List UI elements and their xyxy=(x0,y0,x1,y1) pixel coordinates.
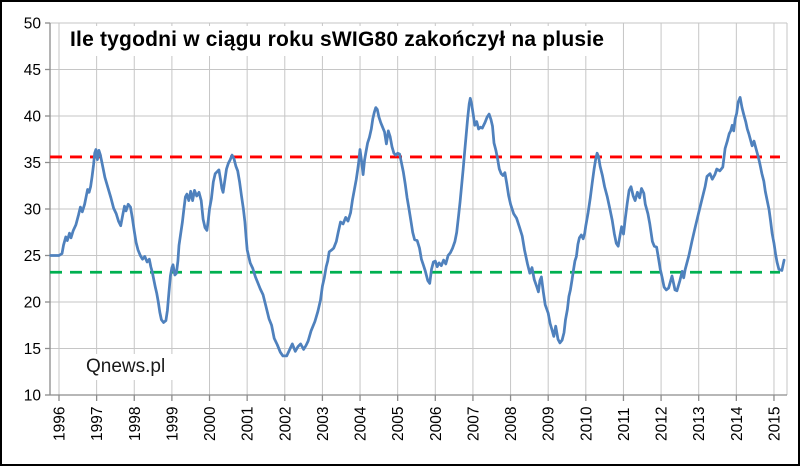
y-tick-label: 30 xyxy=(24,202,42,219)
x-tick-label: 2013 xyxy=(691,407,708,441)
x-tick-label: 1999 xyxy=(164,407,181,441)
x-tick-label: 2000 xyxy=(202,406,219,441)
x-tick-label: 2010 xyxy=(578,406,595,441)
chart-title: Ile tygodni w ciągu roku sWIG80 zakończy… xyxy=(62,26,617,56)
x-tick-label: 2005 xyxy=(390,407,407,441)
y-tick-label: 40 xyxy=(24,109,42,126)
y-tick-label: 10 xyxy=(24,388,42,405)
x-tick-label: 2003 xyxy=(315,407,332,441)
x-tick-label: 2009 xyxy=(541,407,558,441)
x-tick-label: 2006 xyxy=(428,407,445,441)
y-tick-label: 25 xyxy=(24,248,41,265)
x-tick-label: 2001 xyxy=(240,407,257,441)
y-tick-label: 35 xyxy=(24,155,41,172)
x-tick-label: 2014 xyxy=(729,406,746,441)
y-tick-label: 50 xyxy=(24,16,42,33)
x-tick-label: 1998 xyxy=(127,407,144,441)
y-tick-label: 15 xyxy=(24,341,41,358)
x-tick-label: 1996 xyxy=(52,407,69,441)
x-tick-label: 2011 xyxy=(616,408,633,441)
x-tick-label: 2007 xyxy=(465,407,482,441)
x-tick-label: 2002 xyxy=(277,407,294,441)
x-tick-label: 2008 xyxy=(503,407,520,441)
y-tick-label: 20 xyxy=(24,295,42,312)
x-tick-label: 1997 xyxy=(89,407,106,441)
x-tick-label: 2004 xyxy=(353,406,370,441)
series-line-weekly-positive-count xyxy=(49,96,786,358)
x-tick-label: 2012 xyxy=(654,407,671,441)
watermark: Qnews.pl xyxy=(78,354,174,380)
x-tick-label: 2015 xyxy=(766,407,783,441)
y-tick-label: 45 xyxy=(24,62,41,79)
